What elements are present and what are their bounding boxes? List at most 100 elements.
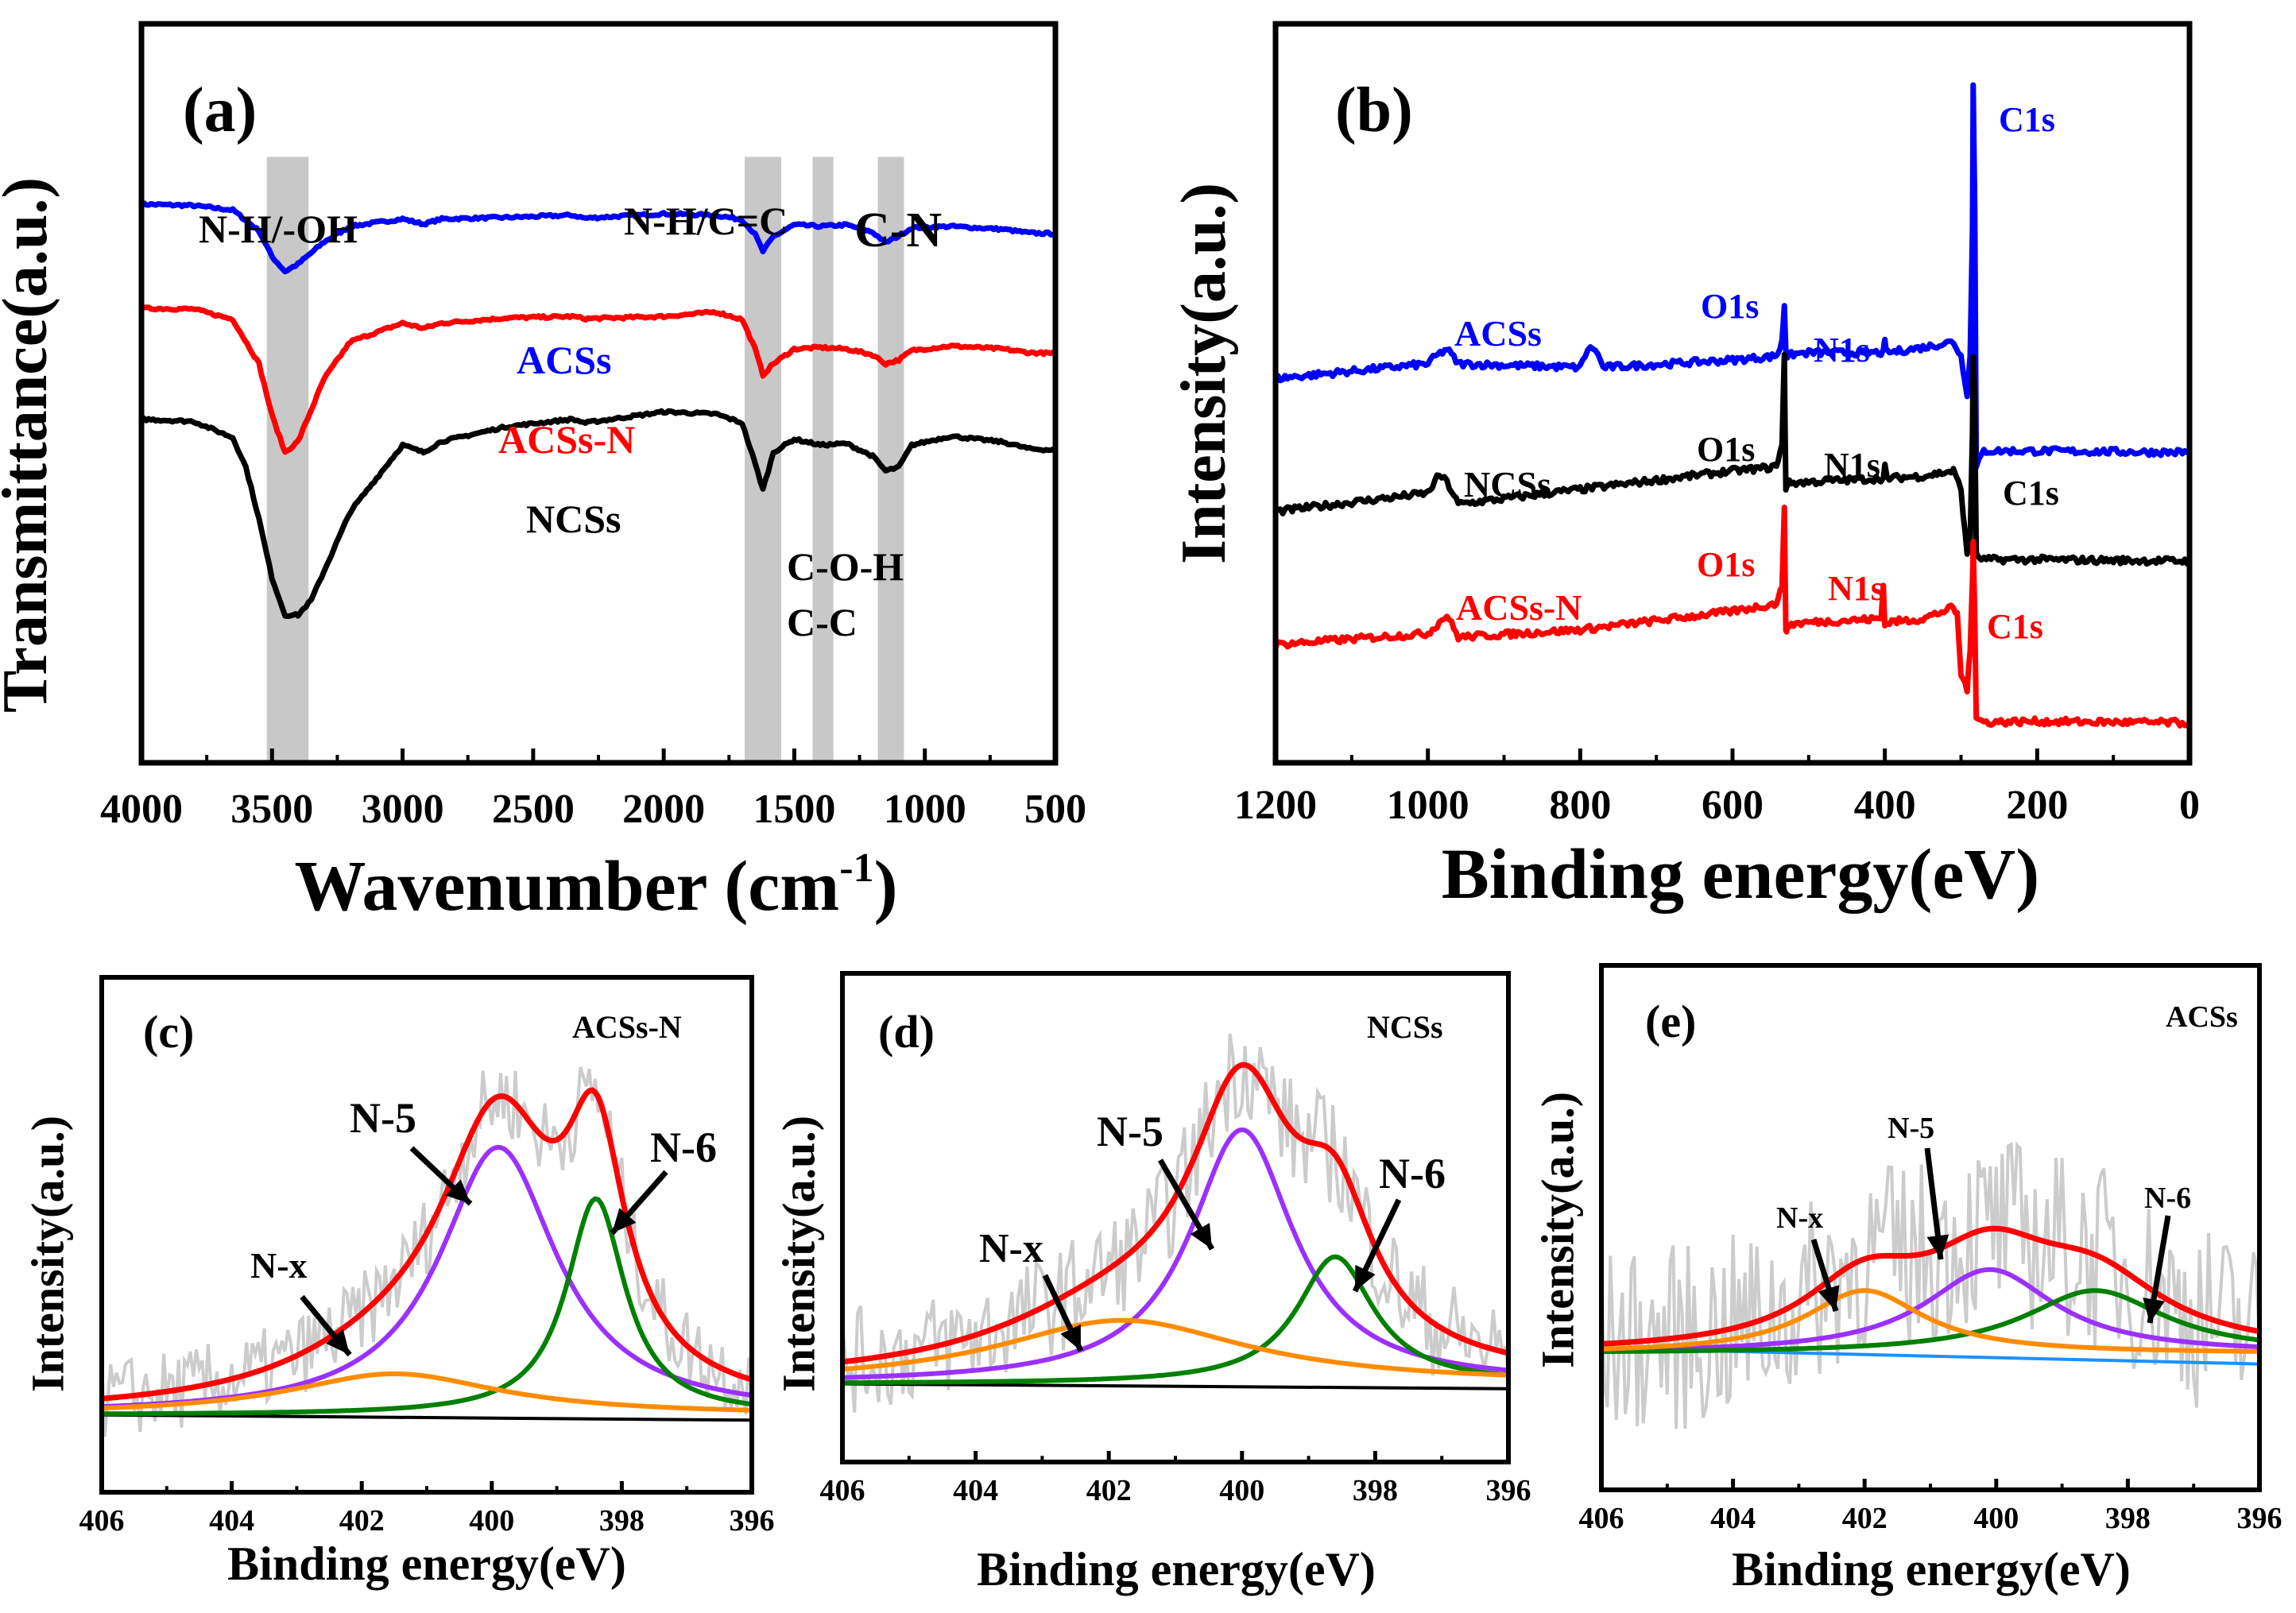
peak-label-e-n6: N-6 bbox=[2144, 1182, 2191, 1215]
annotation-cn: C-N bbox=[854, 203, 942, 257]
xaxis-c-tick-label-396: 396 bbox=[730, 1504, 775, 1538]
panel-e: Intensity(a.u.) 406 404 402 400 398 396 (e) A… bbox=[1532, 963, 2282, 1596]
xaxis-b-tick-label-1200: 1200 bbox=[1234, 783, 1317, 828]
arrows-c bbox=[300, 1146, 668, 1357]
xaxis-c-tick-label-406: 406 bbox=[79, 1504, 125, 1538]
xaxis-a-tick-label-3000: 3000 bbox=[362, 787, 444, 832]
xaxis-e-tick-label-402: 402 bbox=[1842, 1502, 1888, 1535]
peak-label-acss-n-o1s: O1s bbox=[1697, 545, 1755, 584]
xaxis-c-tick-label-400: 400 bbox=[469, 1504, 514, 1538]
baseline-d bbox=[842, 1382, 1509, 1391]
arrow-d-n5-head bbox=[1190, 1223, 1212, 1249]
ylabel-a: Transmittance(a.u.) bbox=[0, 177, 60, 713]
xaxis-b-tick-label-200: 200 bbox=[2006, 783, 2068, 828]
series-line-acss bbox=[139, 200, 1057, 275]
series-label-acss-n: ACSs-N bbox=[498, 417, 635, 462]
xaxis-d-tick-label-404: 404 bbox=[953, 1474, 998, 1507]
peak-label-e-n5: N-5 bbox=[1888, 1112, 1934, 1145]
envelope-d bbox=[842, 1062, 1509, 1365]
peak-label-d-nx: N-x bbox=[979, 1226, 1043, 1271]
band-1 bbox=[745, 157, 781, 763]
xaxis-e-tick-label-400: 400 bbox=[1973, 1502, 2019, 1535]
panel-label-c: (c) bbox=[143, 1006, 194, 1058]
component-d-n-5 bbox=[842, 1127, 1509, 1380]
arrow-c-n5-head bbox=[445, 1179, 470, 1204]
ylabel-e: Intensity(a.u.) bbox=[1532, 1092, 1584, 1368]
series-line-acss-n bbox=[139, 304, 1057, 455]
panel-a: Transmittance(a.u.) 4000 3500 3000 2500 2000… bbox=[0, 21, 1086, 926]
peak-label-acss-n-c1s: C1s bbox=[1987, 607, 2043, 646]
arrow-d-n6-head bbox=[1355, 1264, 1376, 1291]
xaxis-a-tick-label-4000: 4000 bbox=[100, 787, 183, 832]
peak-label-c-n6: N-6 bbox=[650, 1124, 717, 1171]
xaxis-c-tick-label-404: 404 bbox=[209, 1504, 254, 1538]
arrow-c-n6-head bbox=[612, 1208, 637, 1233]
ylabel-c: Intensity(a.u.) bbox=[22, 1116, 74, 1392]
series-line-b-acss-n bbox=[1272, 505, 2192, 729]
series-label-b-ncss: NCSs bbox=[1464, 464, 1551, 505]
peak-label-acss-o1s: O1s bbox=[1701, 287, 1759, 326]
series-label-acss: ACSs bbox=[517, 338, 611, 382]
xaxis-e-tick-label-404: 404 bbox=[1710, 1502, 1756, 1535]
xlabel-a-main: Wavenumber (cm bbox=[294, 847, 839, 926]
series-label-ncss: NCSs bbox=[526, 497, 621, 541]
sample-label-c: ACSs-N bbox=[572, 1009, 682, 1045]
xaxis-e-tick-label-396: 396 bbox=[2237, 1502, 2282, 1535]
peak-label-ncss-o1s: O1s bbox=[1697, 430, 1755, 469]
xlabel-e: Binding energy(eV) bbox=[1732, 1543, 2131, 1596]
peak-label-c-nx: N-x bbox=[250, 1245, 308, 1286]
series-label-b-acss: ACSs bbox=[1454, 313, 1542, 354]
xaxis-d-tick-label-402: 402 bbox=[1086, 1474, 1132, 1507]
panel-label-a: (a) bbox=[183, 75, 257, 145]
component-c-n-6 bbox=[102, 1196, 753, 1417]
panel-b: Intensity(a.u.) 1200 1000 800 600 400 200 0 (b… bbox=[1169, 21, 2200, 914]
xaxis-a-tick-label-2000: 2000 bbox=[622, 787, 705, 832]
xaxis-a-tick-label-1500: 1500 bbox=[753, 787, 835, 832]
series-line-b-acss bbox=[1273, 82, 2190, 470]
xaxis-e-tick-label-406: 406 bbox=[1579, 1502, 1624, 1535]
xaxis-e-tick-label-398: 398 bbox=[2105, 1502, 2151, 1535]
xaxis-a-tick-label-3500: 3500 bbox=[230, 787, 313, 832]
peak-label-ncss-n1s: N1s bbox=[1824, 446, 1880, 485]
ylabel-d: Intensity(a.u.) bbox=[773, 1116, 825, 1392]
xlabel-a: Wavenumber (cm-1) bbox=[294, 845, 897, 926]
annotation-nh-oh: N-H/-OH bbox=[199, 207, 358, 251]
panel-c: Intensity(a.u.) 406 404 402 400 398 396 (c) A… bbox=[22, 975, 775, 1590]
series-line-b-ncss bbox=[1274, 351, 2192, 567]
arrow-c-nx-head bbox=[326, 1329, 350, 1355]
xlabel-b: Binding energy(eV) bbox=[1442, 835, 2039, 914]
band-2 bbox=[812, 157, 834, 763]
panel-label-e: (e) bbox=[1645, 996, 1696, 1047]
arrows-d bbox=[1042, 1158, 1402, 1352]
xaxis-b-tick-label-600: 600 bbox=[1702, 783, 1764, 828]
xaxis-d-tick-label-406: 406 bbox=[820, 1474, 865, 1507]
component-c-n-x bbox=[101, 1371, 752, 1413]
arrow-e-n5-head bbox=[1926, 1234, 1949, 1259]
xlabel-c: Binding energy(eV) bbox=[227, 1538, 626, 1590]
xlabel-a-tail: ) bbox=[874, 847, 898, 926]
xlabel-a-sup: -1 bbox=[839, 845, 873, 891]
component-d-n-x bbox=[842, 1317, 1509, 1378]
sample-label-e: ACSs bbox=[2166, 1000, 2238, 1034]
series-label-b-acss-n: ACSs-N bbox=[1456, 587, 1582, 628]
xaxis-b-tick-label-800: 800 bbox=[1549, 783, 1611, 828]
xaxis-d-tick-label-396: 396 bbox=[1486, 1474, 1531, 1507]
raw-data-c bbox=[100, 1066, 753, 1437]
arrow-e-n6-head bbox=[2143, 1298, 2165, 1323]
peak-label-acss-n1s: N1s bbox=[1814, 331, 1870, 369]
arrow-d-nx-head bbox=[1060, 1324, 1081, 1351]
arrow-e-nx-head bbox=[1818, 1285, 1840, 1311]
peak-label-d-n5: N-5 bbox=[1097, 1108, 1163, 1155]
xaxis-d-tick-label-400: 400 bbox=[1219, 1474, 1264, 1507]
ylabel-b: Intensity(a.u.) bbox=[1169, 183, 1239, 564]
panel-label-d: (d) bbox=[878, 1006, 935, 1058]
arrows-e bbox=[1810, 1147, 2171, 1324]
component-e-n-x bbox=[1601, 1288, 2259, 1354]
component-d-n-6 bbox=[842, 1254, 1509, 1386]
xaxis-b-tick-label-400: 400 bbox=[1854, 783, 1916, 828]
peak-label-c-n5: N-5 bbox=[350, 1094, 416, 1142]
envelope-e bbox=[1601, 1225, 2260, 1347]
axes-frame-e bbox=[1599, 963, 2262, 1492]
annotation-nh-cc: N-H/C=C bbox=[624, 199, 788, 243]
